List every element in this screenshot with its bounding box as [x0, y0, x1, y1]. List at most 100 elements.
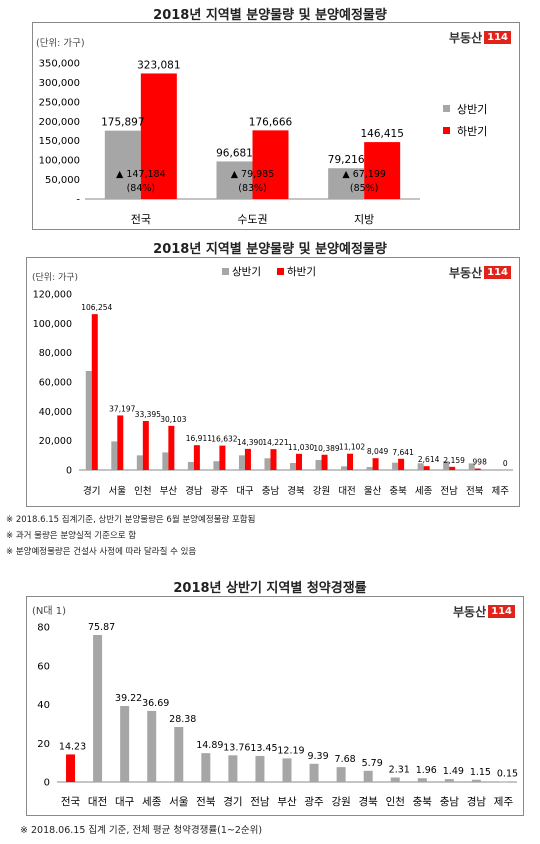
- data-label: 0: [503, 459, 508, 468]
- bar-first-half: [468, 463, 475, 470]
- bar-first-half: [111, 441, 118, 470]
- bar-first-half: [443, 461, 450, 470]
- bar-second-half: [364, 142, 401, 199]
- data-label: 14,390: [237, 438, 263, 447]
- data-label: 175,897: [101, 117, 144, 129]
- bar-competition-rate: [309, 763, 319, 782]
- bar-competition-rate: [444, 779, 454, 782]
- y-tick-label: 80,000: [39, 348, 72, 359]
- x-tick-label: 전국: [131, 213, 151, 226]
- data-label: 30,103: [160, 415, 186, 424]
- legend-swatch: [277, 268, 284, 275]
- bar-second-half: [449, 466, 456, 470]
- data-label: 0.15: [497, 769, 518, 780]
- data-label: 2,159: [443, 456, 465, 465]
- x-tick-label: 대구: [115, 796, 135, 808]
- note-4: ※ 2018.06.15 집계 기준, 전체 평균 청약경쟁률(1~2순위): [20, 825, 263, 836]
- bar-competition-rate: [147, 710, 157, 782]
- y-tick-label: 100,000: [39, 156, 80, 167]
- annotation-percent: (85%): [350, 183, 379, 194]
- y-tick-label: 350,000: [39, 59, 80, 70]
- x-tick-label: 세종: [415, 486, 433, 497]
- logo-text: 부동산: [453, 605, 487, 619]
- chart3-logo: 부동산 114: [453, 603, 515, 620]
- x-tick-label: 지방: [354, 213, 374, 226]
- data-label: 39.22: [115, 693, 142, 704]
- data-label: 13.45: [250, 743, 277, 754]
- y-tick-label: 80: [37, 623, 50, 634]
- data-label: 146,415: [360, 128, 403, 140]
- bar-competition-rate: [363, 770, 373, 782]
- bar-second-half: [372, 458, 379, 470]
- data-label: 37,197: [109, 404, 135, 413]
- bar-second-half: [347, 453, 354, 470]
- bar-second-half: [117, 415, 124, 470]
- x-tick-label: 부산: [277, 796, 297, 808]
- chart3-panel: 부동산 114: [26, 596, 524, 816]
- data-label: 16,632: [211, 435, 237, 444]
- bar-competition-rate: [66, 754, 76, 782]
- bar-first-half: [216, 161, 253, 199]
- bar-competition-rate: [228, 755, 238, 782]
- x-tick-label: 전북: [466, 486, 484, 497]
- bar-competition-rate: [174, 727, 184, 782]
- x-tick-label: 충남: [440, 796, 460, 808]
- x-tick-label: 경남: [467, 795, 487, 808]
- bar-first-half: [238, 455, 245, 470]
- data-label: 36.69: [142, 698, 169, 709]
- y-tick-label: 150,000: [39, 136, 80, 147]
- chart1-title: 2018년 지역별 분양물량 및 분양예정물량: [153, 8, 387, 23]
- data-label: 106,254: [81, 303, 112, 312]
- bar-competition-rate: [201, 753, 211, 782]
- y-tick-label: 120,000: [33, 290, 72, 301]
- x-tick-label: 충북: [413, 796, 433, 808]
- x-tick-label: 강원: [313, 486, 330, 497]
- y-tick-label: 20: [37, 739, 50, 750]
- x-tick-label: 경기: [223, 795, 242, 808]
- chart2-unit-label: (단위: 가구): [32, 272, 78, 283]
- bar-competition-rate: [390, 777, 400, 782]
- logo-number: 114: [484, 266, 511, 279]
- bar-second-half: [219, 445, 226, 470]
- x-tick-label: 전북: [196, 796, 216, 808]
- x-tick-label: 수도권: [237, 213, 267, 226]
- y-tick-label: 0: [44, 778, 50, 789]
- bar-first-half: [328, 168, 365, 199]
- bar-second-half: [91, 314, 98, 470]
- y-tick-label: 250,000: [39, 97, 80, 108]
- x-tick-label: 충북: [389, 486, 407, 497]
- note-1: ※ 2018.6.15 집계기준, 상반기 분양물량은 6월 분양예정물량 포함…: [6, 515, 256, 525]
- annotation-percent: (83%): [238, 183, 267, 194]
- bar-second-half: [270, 449, 277, 470]
- logo-number: 114: [484, 31, 511, 44]
- data-label: 12.19: [277, 745, 304, 756]
- chart3-title: 2018년 상반기 지역별 청약경쟁률: [173, 581, 367, 596]
- logo-text: 부동산: [449, 31, 483, 45]
- bar-second-half: [244, 448, 251, 470]
- data-label: 14.89: [196, 740, 223, 751]
- bar-competition-rate: [93, 635, 103, 782]
- chart1-unit-label: (단위: 가구): [36, 37, 85, 49]
- data-label: 75.87: [88, 622, 115, 633]
- bar-first-half: [162, 452, 169, 470]
- x-tick-label: 전남: [250, 796, 270, 808]
- data-label: 1.49: [443, 766, 464, 777]
- bar-first-half: [85, 371, 92, 470]
- data-label: 998: [473, 458, 488, 467]
- data-label: 28.38: [169, 714, 196, 725]
- bar-competition-rate: [336, 767, 346, 782]
- data-label: 33,395: [135, 410, 161, 419]
- bar-first-half: [315, 460, 322, 470]
- data-label: 16,911: [186, 434, 212, 443]
- legend-swatch: [443, 105, 450, 112]
- bar-first-half: [290, 462, 296, 470]
- chart2-logo: 부동산 114: [449, 264, 511, 281]
- data-label: 10,389: [313, 444, 339, 453]
- chart3-unit-label: (N대 1): [32, 605, 66, 617]
- data-label: 5.79: [362, 758, 383, 769]
- annotation-percent: (84%): [127, 183, 156, 194]
- y-tick-label: 40,000: [39, 407, 72, 418]
- chart1-logo: 부동산 114: [449, 29, 511, 46]
- bar-competition-rate: [417, 778, 427, 782]
